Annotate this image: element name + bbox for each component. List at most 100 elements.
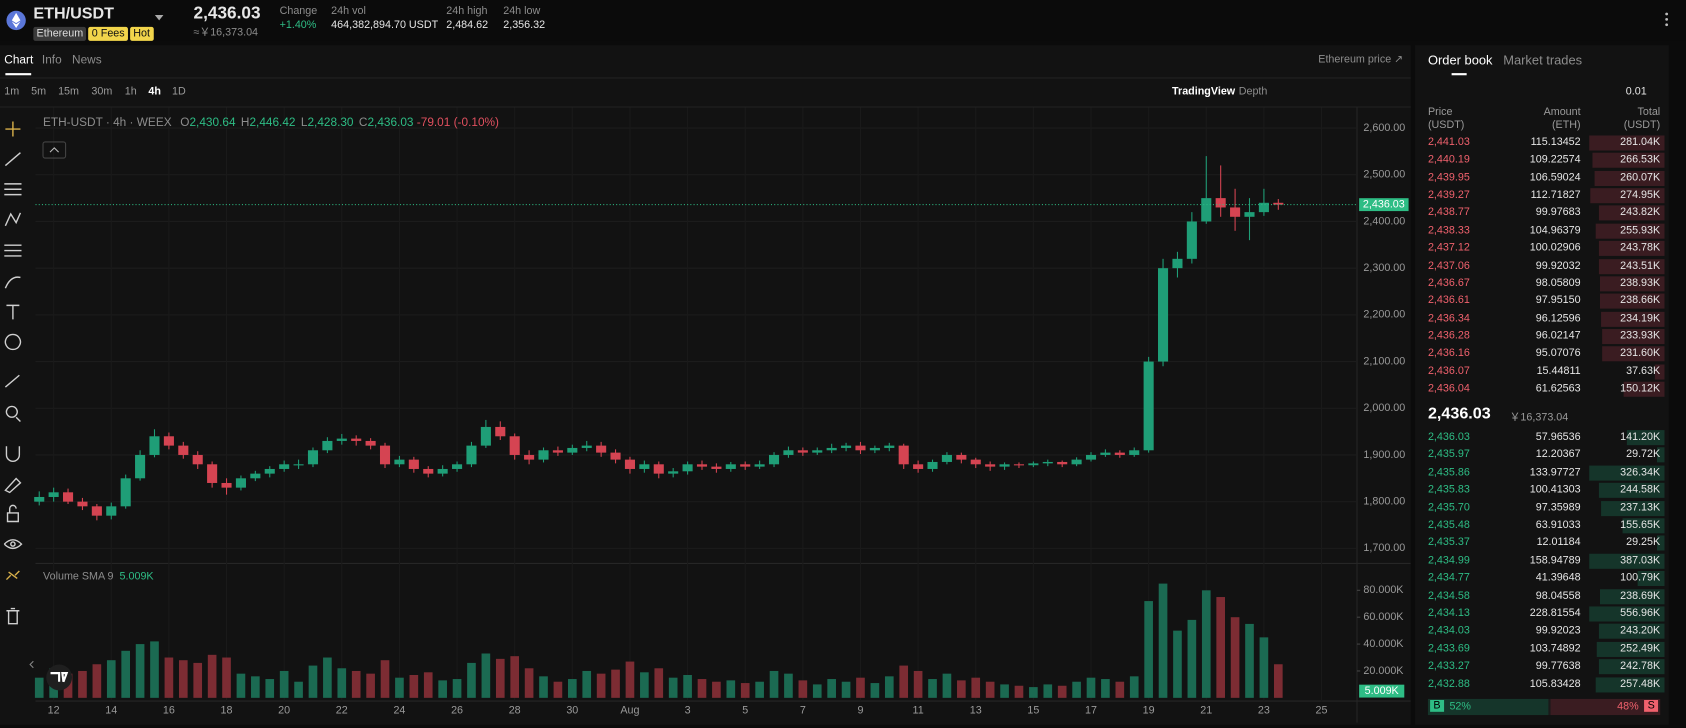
tool-icon[interactable]: [4, 374, 20, 388]
interval[interactable]: 30m: [91, 86, 113, 98]
candle-body: [149, 436, 160, 455]
ob-price: 2,435.48: [1427, 519, 1470, 532]
candle-body: [797, 450, 808, 453]
tool-glyph: [5, 570, 20, 581]
ob-price: 2,434.99: [1427, 554, 1470, 567]
ob-row[interactable]: 2,438.77 99.97683 243.82K: [1421, 205, 1665, 221]
ob-row[interactable]: 2,434.13 228.81554 556.96K: [1421, 605, 1665, 622]
tool-icon[interactable]: [4, 183, 22, 196]
price-link[interactable]: Ethereum price ↗: [1318, 53, 1404, 66]
ob-amount: 97.35989: [1535, 501, 1581, 514]
tool-icon[interactable]: [4, 244, 22, 257]
collapse-button[interactable]: [42, 141, 67, 159]
ob-price: 2,440.19: [1427, 154, 1470, 166]
ob-row[interactable]: 2,433.69 103.74892 252.49K: [1421, 641, 1665, 657]
interval[interactable]: 1m: [4, 86, 20, 98]
interval[interactable]: 4h: [148, 86, 161, 98]
interval[interactable]: 15m: [58, 86, 79, 98]
ob-row[interactable]: 2,437.06 99.92032 243.51K: [1421, 258, 1665, 274]
ob-row[interactable]: 2,435.48 63.91033 155.65K: [1421, 517, 1665, 534]
volume-bar: [481, 653, 491, 698]
volume-bar: [712, 681, 721, 698]
ob-row[interactable]: 2,436.04 61.62563 150.12K: [1421, 381, 1665, 397]
ob-row[interactable]: 2,432.88 105.83428 257.48K: [1421, 676, 1665, 693]
ob-row[interactable]: 2,435.97 12.20367 29.72K: [1421, 447, 1665, 463]
ob-row[interactable]: 2,439.27 112.71827 274.95K: [1421, 187, 1665, 204]
ob-row[interactable]: 2,434.99 158.94789 387.03K: [1421, 552, 1665, 569]
tool-icon[interactable]: [3, 539, 23, 550]
ob-row[interactable]: 2,436.61 97.95150 238.66K: [1421, 293, 1665, 309]
depth-bar: [1601, 311, 1665, 327]
ob-row[interactable]: 2,434.03 99.92023 243.20K: [1421, 623, 1665, 640]
ob-row[interactable]: 2,440.19 109.22574 266.53K: [1421, 152, 1665, 169]
ob-tab[interactable]: Market trades: [1503, 52, 1583, 68]
chart-legend: ETH-USDT · 4h · WEEX O2,430.64 H2,446.42 L…: [43, 116, 499, 129]
precision[interactable]: 0.01: [1625, 86, 1647, 98]
view[interactable]: Depth: [1238, 86, 1268, 98]
coin-name: Ethereum: [33, 26, 87, 41]
tool-icon[interactable]: [6, 304, 20, 320]
ob-row[interactable]: 2,433.27 99.77638 242.78K: [1421, 658, 1665, 675]
depth-bar: [1600, 293, 1665, 309]
volume-bar: [913, 670, 923, 698]
tool-icon[interactable]: [4, 276, 21, 289]
ob-row[interactable]: 2,439.95 106.59024 260.07K: [1421, 170, 1665, 186]
tool-icon[interactable]: [5, 405, 21, 422]
tab-active[interactable]: Chart: [4, 53, 34, 67]
tab[interactable]: News: [72, 53, 102, 67]
ob-row[interactable]: 2,435.37 12.01184 29.25K: [1421, 535, 1665, 551]
candle-body: [322, 440, 333, 451]
ob-tab-active[interactable]: Order book: [1427, 52, 1493, 68]
candle-body: [1042, 461, 1053, 464]
interval[interactable]: 1D: [172, 86, 186, 98]
depth-bar: [1599, 624, 1665, 640]
ob-row[interactable]: 2,436.67 98.05809 238.93K: [1421, 275, 1665, 292]
tool-icon[interactable]: [5, 121, 21, 137]
interval[interactable]: 5m: [31, 86, 47, 98]
pair[interactable]: ETH/USDT: [33, 4, 114, 23]
volume-legend: Volume SMA 9 5.009K: [43, 571, 154, 583]
tool-icon[interactable]: [5, 570, 20, 581]
ob-amount: 99.92032: [1535, 259, 1581, 272]
dropdown-caret[interactable]: [154, 15, 164, 21]
tool-icon[interactable]: [6, 607, 20, 625]
buy-share: [1427, 698, 1549, 716]
tool-icon[interactable]: [4, 477, 22, 494]
ob-row[interactable]: 2,441.03 115.13452 281.04K: [1421, 134, 1665, 151]
ob-row[interactable]: 2,436.07 15.44811 37.63K: [1421, 363, 1665, 380]
ob-row[interactable]: 2,435.86 133.97727 326.34K: [1421, 464, 1665, 481]
ob-amount: 12.20367: [1535, 448, 1581, 461]
ob-row[interactable]: 2,436.34 96.12596 234.19K: [1421, 310, 1665, 327]
more-menu[interactable]: [1665, 12, 1669, 27]
x-tick-label: 17: [1085, 705, 1097, 717]
candle-body: [740, 464, 751, 467]
tool-icon[interactable]: [4, 152, 21, 167]
view-active[interactable]: TradingView: [1172, 86, 1236, 98]
interval[interactable]: 1h: [124, 86, 137, 98]
volume-bar: [251, 676, 260, 698]
stat-value: +1.40%: [279, 19, 317, 32]
ob-row[interactable]: 2,435.83 100.41303 244.58K: [1421, 482, 1665, 499]
candle-body: [1071, 459, 1082, 465]
ob-row[interactable]: 2,438.33 104.96379 255.93K: [1421, 222, 1665, 239]
ob-row[interactable]: 2,435.70 97.35989 237.13K: [1421, 500, 1665, 516]
tool-icon[interactable]: [4, 212, 22, 227]
tool-icon[interactable]: [5, 446, 21, 462]
tool-icon[interactable]: [4, 333, 22, 351]
ohlc: O2,430.64 H2,446.42 L2,428.30 C2,436.03: [175, 116, 417, 129]
ob-row[interactable]: 2,436.16 95.07076 231.60K: [1421, 345, 1665, 362]
tool-glyph: [4, 183, 22, 196]
ob-row[interactable]: 2,436.03 57.96536 141.20K: [1421, 429, 1665, 446]
ob-row[interactable]: 2,434.77 41.39648 100.79K: [1421, 570, 1665, 587]
ob-amount: 98.05809: [1535, 277, 1581, 290]
last-price-tag: [1359, 198, 1409, 212]
ob-row[interactable]: 2,437.12 100.02906 243.78K: [1421, 240, 1665, 257]
depth-bar: [1598, 205, 1665, 221]
depth-bar: [1601, 328, 1665, 345]
tool-icon[interactable]: [6, 504, 19, 523]
ob-row[interactable]: 2,434.58 98.04558 238.69K: [1421, 588, 1665, 604]
ob-amount: 63.91033: [1535, 519, 1581, 532]
ob-amount: 106.59024: [1529, 171, 1581, 184]
ob-row[interactable]: 2,436.28 96.02147 233.93K: [1421, 328, 1665, 345]
tab[interactable]: Info: [41, 53, 62, 67]
